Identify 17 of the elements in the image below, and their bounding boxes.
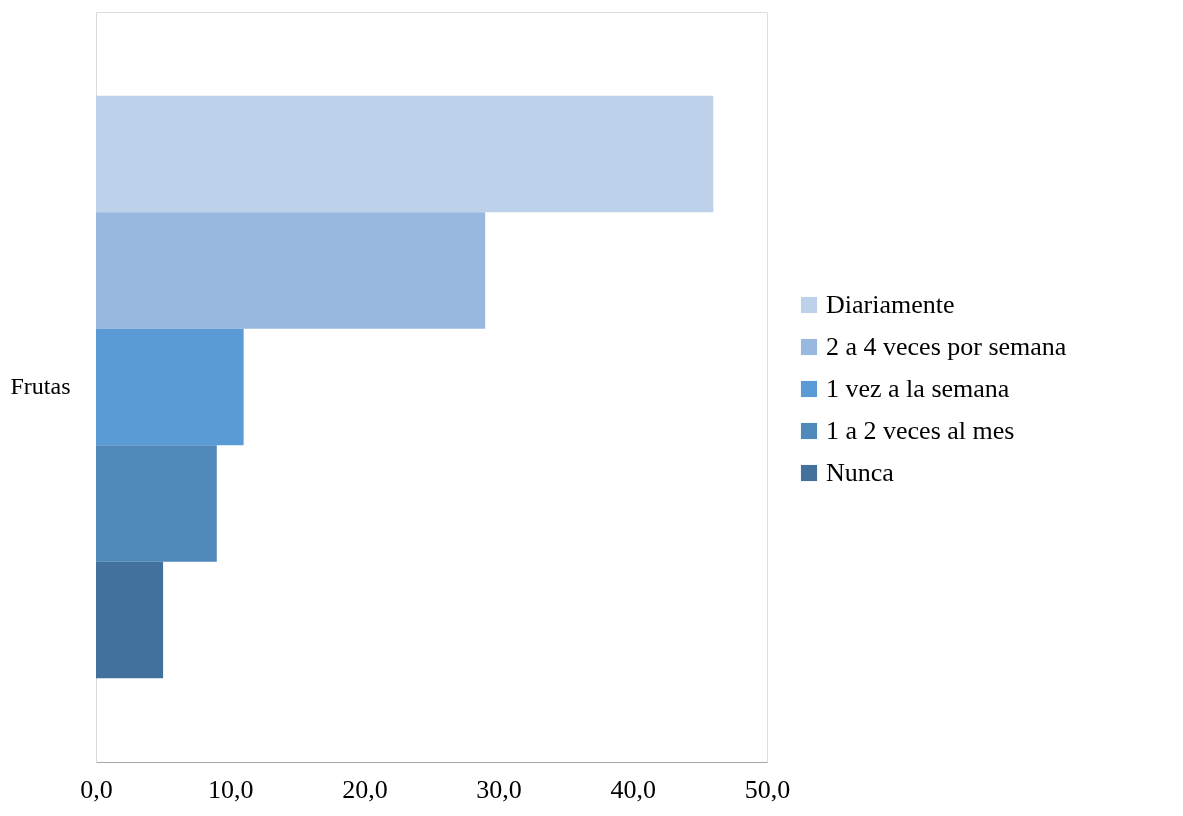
bar <box>96 95 714 213</box>
bar <box>96 445 217 562</box>
bar <box>96 212 486 329</box>
legend-label: Nunca <box>826 458 895 487</box>
legend-label: 1 vez a la semana <box>826 374 1010 403</box>
x-tick-label: 30,0 <box>476 774 522 804</box>
x-tick-label: 0,0 <box>80 774 113 804</box>
x-tick-label: 40,0 <box>610 774 657 804</box>
bar <box>96 328 244 446</box>
legend-label: 1 a 2 veces al mes <box>826 416 1015 445</box>
legend-label: 2 a 4 veces por semana <box>826 332 1067 361</box>
bar <box>96 561 164 679</box>
x-tick-label: 50,0 <box>744 774 791 804</box>
legend-label: Diariamente <box>826 290 955 319</box>
y-tick-label: Frutas <box>10 373 71 399</box>
x-tick-label: 10,0 <box>207 774 254 804</box>
x-tick-label: 20,0 <box>342 774 388 804</box>
